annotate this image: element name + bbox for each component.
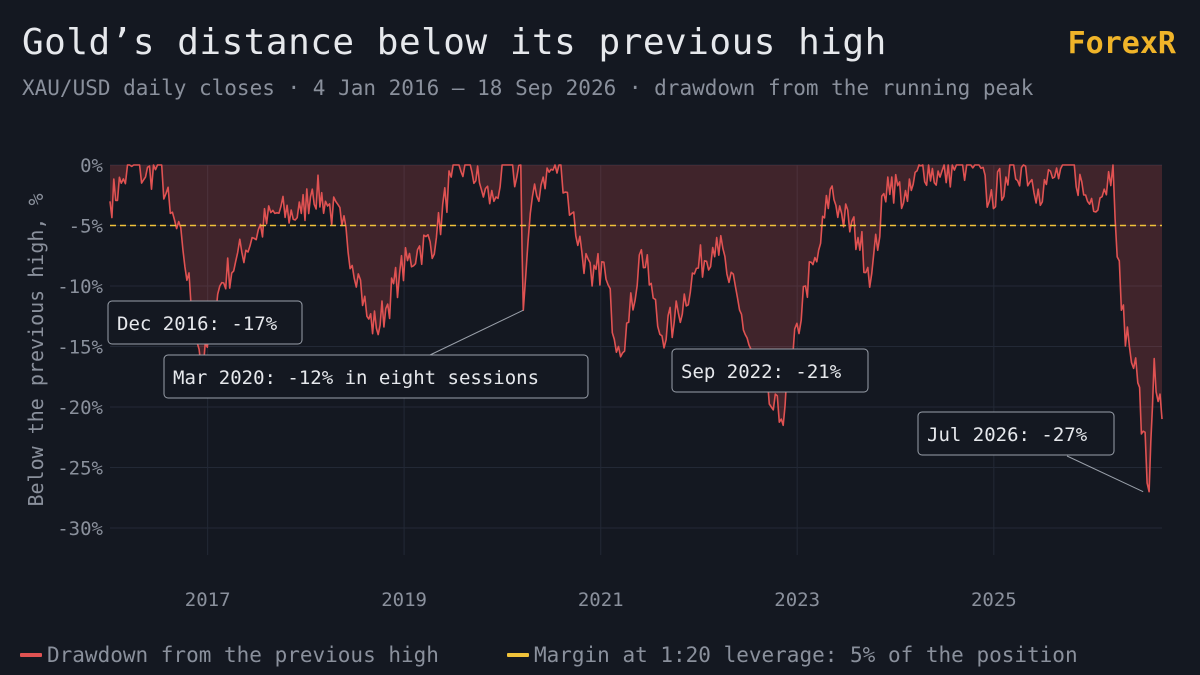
y-tick-label: -20% [57, 397, 103, 419]
chart-subtitle: XAU/USD daily closes · 4 Jan 2016 – 18 S… [22, 76, 1034, 100]
drawdown-line [109, 164, 1163, 493]
y-tick-label: -10% [57, 276, 103, 298]
x-tick-label: 2017 [185, 589, 231, 611]
annotation-box [671, 348, 869, 393]
annotation-leader-line [1066, 455, 1144, 493]
annotation-label: Mar 2020: -12% in eight sessions [173, 367, 539, 389]
legend-item-drawdown: Drawdown from the previous high [20, 643, 439, 667]
x-tick-label: 2019 [381, 589, 427, 611]
annotation-label: Jul 2026: -27% [927, 424, 1088, 446]
annotation-box [163, 354, 589, 399]
legend-label-margin: Margin at 1:20 leverage: 5% of the posit… [533, 643, 1078, 667]
y-tick-label: -5% [69, 216, 104, 238]
y-tick-label: -25% [57, 458, 103, 480]
annotation-label: Dec 2016: -17% [117, 313, 278, 335]
y-tick-label: 0% [80, 155, 103, 177]
legend-label-drawdown: Drawdown from the previous high [47, 643, 439, 667]
brand-logo: ForexR [1067, 26, 1176, 61]
annotation-leader-line [429, 309, 524, 356]
legend-swatch-margin [506, 653, 529, 657]
x-tick-label: 2023 [774, 589, 820, 611]
y-tick-label: -15% [57, 337, 103, 359]
annotation-label: Sep 2022: -21% [681, 361, 842, 383]
legend: Drawdown from the previous high Margin a… [20, 643, 1146, 667]
annotation-box [917, 411, 1115, 456]
x-tick-label: 2021 [578, 589, 624, 611]
drawdown-area [110, 165, 1162, 492]
legend-item-margin: Margin at 1:20 leverage: 5% of the posit… [506, 643, 1078, 667]
y-tick-label: -30% [57, 518, 103, 540]
legend-swatch-drawdown [20, 653, 42, 657]
annotation-box [107, 300, 303, 345]
drawdown-chart: 0% -5% -10% -15% -20% -25% -30% 2017 2019 2021 202… [57, 155, 1163, 611]
chart-title: Gold’s distance below its previous high [22, 22, 887, 63]
x-tick-label: 2025 [971, 589, 1017, 611]
